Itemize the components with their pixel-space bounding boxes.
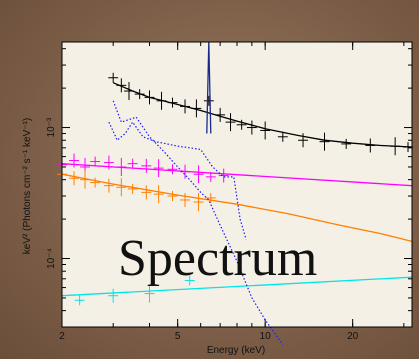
- x-tick-label: 20: [347, 331, 359, 342]
- data-point: [205, 192, 216, 203]
- data-point: [108, 72, 119, 83]
- data-point: [90, 156, 101, 167]
- x-tick-label: 2: [59, 331, 65, 342]
- data-point: [319, 132, 330, 151]
- overlay-title-text: Spectrum: [118, 230, 317, 287]
- data-point: [167, 164, 178, 175]
- data-point: [103, 178, 114, 193]
- chart-marks: [57, 41, 413, 345]
- data-point: [141, 158, 152, 173]
- model-component-line: [112, 100, 284, 345]
- data-point: [184, 275, 195, 286]
- data-point: [69, 153, 79, 168]
- chart-axes: 2 5 10 20 10⁻³ 10⁻⁴: [46, 41, 413, 342]
- data-point: [277, 131, 288, 142]
- data-point: [246, 120, 257, 135]
- data-point: [90, 177, 101, 188]
- data-point: [193, 165, 204, 184]
- data-point: [341, 138, 352, 149]
- data-point: [144, 284, 155, 303]
- y-tick-label: 10⁻⁴: [46, 248, 57, 269]
- data-point: [108, 288, 119, 303]
- y-tick-label: 10⁻³: [46, 117, 57, 137]
- data-point: [116, 178, 127, 197]
- data-point: [69, 171, 79, 186]
- model-line: [61, 173, 413, 243]
- x-axis-label: Energy (keV): [207, 345, 265, 356]
- data-point: [153, 159, 164, 178]
- data-point: [127, 183, 138, 194]
- data-point: [141, 185, 152, 200]
- data-point: [153, 185, 164, 204]
- model-line: [61, 163, 413, 187]
- data-point: [225, 113, 236, 132]
- model-line: [61, 276, 413, 297]
- data-point: [218, 168, 229, 183]
- model-line: [112, 82, 413, 148]
- data-point: [203, 95, 214, 106]
- data-point: [236, 119, 247, 130]
- x-tick-label: 5: [175, 331, 181, 342]
- data-point: [298, 133, 309, 148]
- data-point: [167, 191, 178, 202]
- data-point: [127, 158, 138, 169]
- data-point: [193, 193, 204, 212]
- data-point: [260, 121, 271, 140]
- y-axis-label: keV² (Photons cm⁻² s⁻¹ keV⁻¹): [22, 118, 33, 254]
- x-tick-label: 10: [260, 331, 272, 342]
- data-point: [180, 192, 190, 207]
- plot-area: [62, 42, 412, 327]
- data-point: [74, 295, 85, 306]
